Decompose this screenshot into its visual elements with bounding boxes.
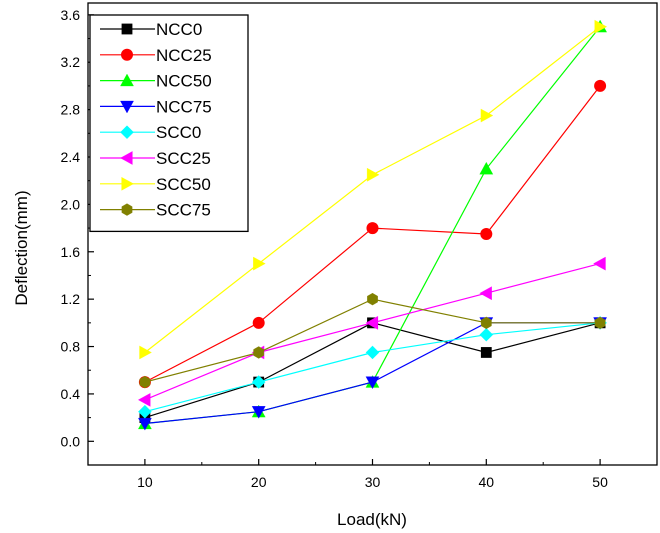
x-tick-label: 30 [365,474,381,490]
data-point-scc25 [137,392,151,407]
data-point-scc50 [366,167,380,182]
y-tick-label: 3.6 [61,7,81,23]
x-axis-ticks: 10 20 30 40 50 [137,459,608,490]
legend-marker-ncc25 [121,48,133,61]
x-tick-label: 50 [592,474,608,490]
legend-label-scc25: SCC25 [156,149,211,168]
y-axis-title: Deflection(mm) [12,190,31,305]
legend-item-ncc25: NCC25 [100,46,212,65]
data-point-ncc0 [480,347,492,358]
data-point-scc0 [138,404,152,419]
series-ncc0 [139,317,606,424]
y-tick-label: 0.4 [61,386,81,402]
data-point-ncc50 [479,161,494,175]
legend-label-scc0: SCC0 [156,123,201,142]
y-tick-label: 1.2 [61,291,81,307]
data-point-ncc75 [365,376,380,389]
y-tick-label: 2.0 [61,196,81,212]
series-line-ncc75 [144,322,601,425]
legend-marker-ncc50 [120,73,134,87]
legend-item-scc0: SCC0 [100,123,201,142]
y-tick-label: 3.2 [61,54,81,70]
data-point-scc75 [139,375,151,389]
y-tick-label: 0.8 [61,339,81,355]
legend-label-scc75: SCC75 [156,201,211,220]
data-point-scc50 [139,345,152,360]
x-tick-label: 10 [137,474,153,490]
legend-label-scc50: SCC50 [156,175,211,194]
x-tick-label: 40 [479,474,495,490]
data-point-scc25 [593,256,606,271]
series-line-scc0 [144,322,601,413]
data-point-scc75 [480,316,492,330]
data-point-scc0 [365,345,380,360]
series-scc75 [139,292,606,389]
data-point-scc0 [251,375,266,389]
legend-box [89,14,249,233]
data-point-ncc25 [252,316,265,329]
legend-marker-ncc75 [120,100,134,114]
series-scc0 [138,316,607,419]
legend-label-ncc0: NCC0 [156,20,202,39]
series-scc50 [139,19,608,360]
legend-item-ncc0: NCC0 [100,20,202,39]
y-tick-label: 2.8 [61,102,81,118]
data-point-scc25 [479,286,492,301]
legend-item-scc75: SCC75 [100,201,211,220]
data-point-scc75 [367,292,378,306]
data-point-scc25 [365,315,379,330]
y-tick-label: 2.4 [61,149,81,165]
legend-item-scc50: SCC50 [100,175,211,194]
data-point-scc0 [479,327,494,342]
y-tick-label: 0.0 [61,433,81,449]
data-point-scc75 [594,316,606,330]
legend-label-ncc50: NCC50 [156,72,212,91]
series-line-ncc0 [144,322,601,419]
x-tick-label: 20 [251,474,267,490]
data-point-scc75 [253,346,265,359]
legend-marker-scc50 [121,176,134,191]
legend-label-ncc25: NCC25 [156,46,212,65]
data-point-scc50 [253,256,266,271]
data-point-ncc25 [480,228,493,240]
series-layer [137,19,608,431]
legend-item-scc25: SCC25 [100,149,211,168]
y-axis-ticks: 0.0 0.4 0.8 1.2 1.6 2.0 2.4 2.8 3.2 3.6 [61,7,94,449]
legend-marker-scc75 [121,203,133,216]
legend: NCC0 NCC25 NCC50 NCC75 SCC0 SCC25 SCC50 SCC75 [89,14,249,233]
legend-item-ncc75: NCC75 [100,97,212,116]
data-point-ncc25 [594,79,607,92]
legend-marker-scc0 [120,125,134,140]
data-point-ncc75 [251,406,266,419]
legend-label-ncc75: NCC75 [156,97,212,116]
y-tick-label: 1.6 [61,244,81,260]
data-point-scc50 [594,19,608,34]
legend-marker-ncc0 [121,23,133,35]
x-axis-title: Load(kN) [337,510,407,529]
legend-marker-scc25 [120,151,133,165]
data-point-ncc25 [366,222,379,235]
data-point-scc50 [480,108,494,123]
legend-item-ncc50: NCC50 [100,72,212,91]
